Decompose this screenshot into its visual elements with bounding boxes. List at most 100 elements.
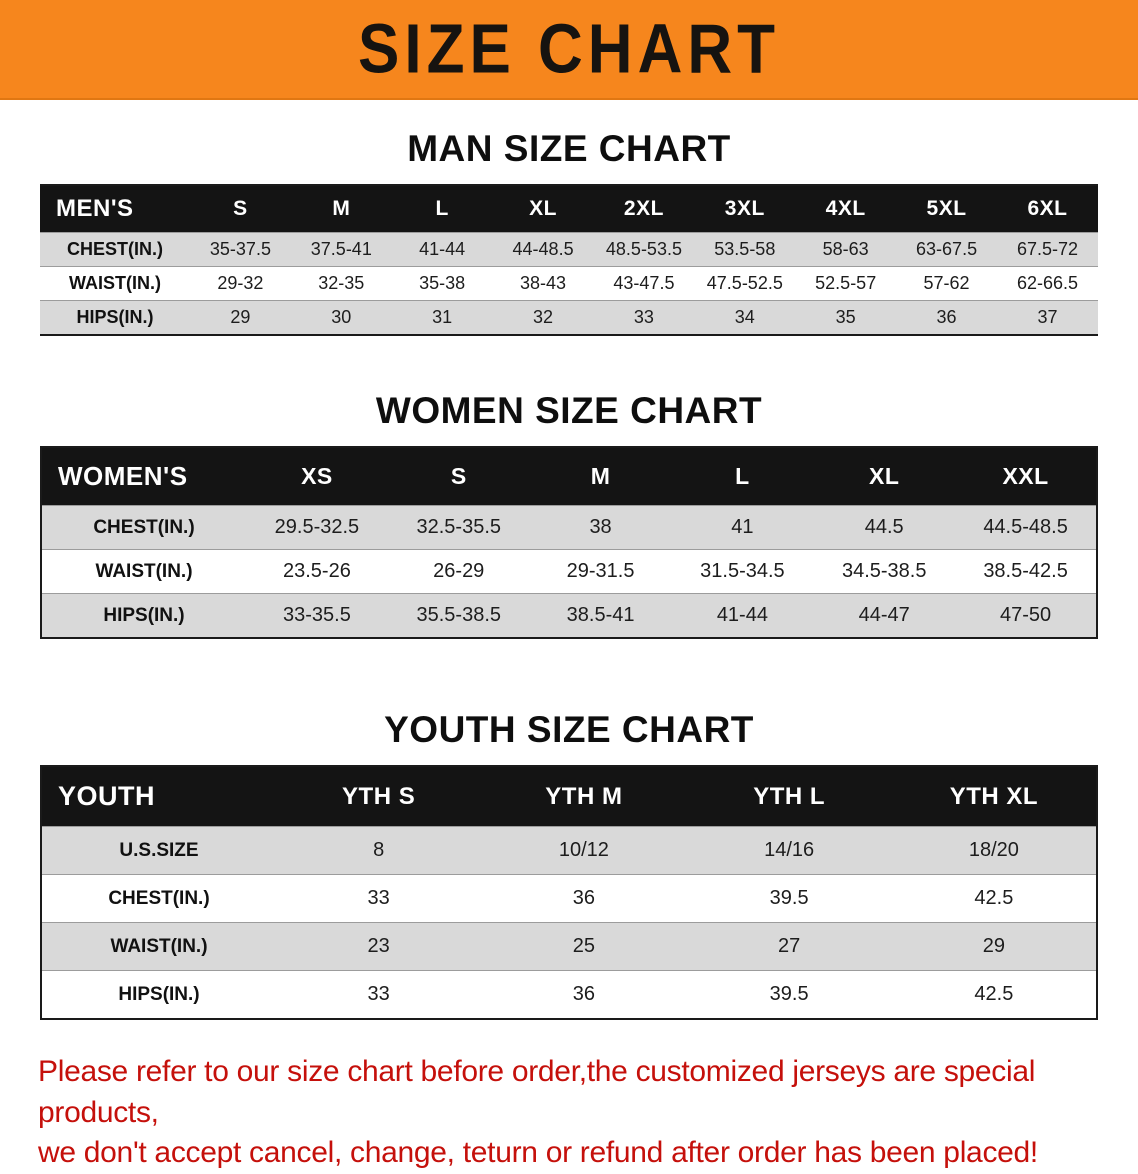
- value-cell: 14/16: [686, 826, 892, 875]
- header-row: MEN'S S M L XL 2XL 3XL 4XL 5XL 6XL: [40, 185, 1098, 233]
- value-cell: 42.5: [891, 874, 1097, 923]
- value-cell: 18/20: [891, 826, 1097, 875]
- table-row: WAIST(IN.) 23.5-26 26-29 29-31.5 31.5-34.5 34…: [41, 549, 1097, 594]
- value-cell: 37.5-41: [290, 232, 392, 267]
- value-cell: 32.5-35.5: [387, 505, 530, 550]
- value-cell: 37: [997, 300, 1098, 335]
- value-cell: 29-31.5: [529, 549, 672, 594]
- value-cell: 39.5: [686, 970, 892, 1019]
- value-cell: 23: [276, 922, 482, 971]
- sections-container: MAN SIZE CHART MEN'S S M L XL 2XL 3XL 4XL 5XL 6XL C…: [0, 128, 1138, 1020]
- value-cell: 53.5-58: [694, 232, 796, 267]
- row-label-cell: WAIST(IN.): [40, 266, 190, 301]
- value-cell: 67.5-72: [997, 232, 1098, 267]
- value-cell: 35-37.5: [190, 232, 291, 267]
- value-cell: 36: [896, 300, 997, 335]
- mens-size-table: MEN'S S M L XL 2XL 3XL 4XL 5XL 6XL CHEST(IN.) 35-37…: [40, 184, 1098, 336]
- mens-heading: MAN SIZE CHART: [407, 128, 731, 169]
- size-header-cell: 2XL: [593, 185, 695, 233]
- table-row: WAIST(IN.) 23 25 27 29: [41, 922, 1097, 971]
- value-cell: 57-62: [896, 266, 997, 301]
- value-cell: 29.5-32.5: [246, 505, 388, 550]
- value-cell: 48.5-53.5: [593, 232, 695, 267]
- value-cell: 52.5-57: [795, 266, 897, 301]
- value-cell: 35.5-38.5: [387, 593, 530, 638]
- value-cell: 41-44: [391, 232, 493, 267]
- womens-section: WOMEN SIZE CHART WOMEN'S XS S M L XL XXL CHEST(I…: [0, 390, 1138, 639]
- value-cell: 33: [276, 874, 482, 923]
- value-cell: 34: [694, 300, 796, 335]
- size-header-cell: M: [529, 447, 672, 506]
- value-cell: 30: [290, 300, 392, 335]
- size-header-cell: 4XL: [795, 185, 897, 233]
- header-row: WOMEN'S XS S M L XL XXL: [41, 447, 1097, 506]
- value-cell: 41: [671, 505, 814, 550]
- notice-line-1: Please refer to our size chart before or…: [38, 1055, 1036, 1129]
- size-header-cell: XL: [813, 447, 956, 506]
- size-header-cell: 5XL: [896, 185, 997, 233]
- value-cell: 32: [492, 300, 594, 335]
- table-title-cell: YOUTH: [41, 766, 276, 827]
- table-row: WAIST(IN.) 29-32 32-35 35-38 38-43 43-47.5 47.…: [40, 266, 1098, 301]
- table-row: HIPS(IN.) 33-35.5 35.5-38.5 38.5-41 41-44 44-…: [41, 593, 1097, 638]
- row-label-cell: HIPS(IN.): [40, 300, 190, 335]
- value-cell: 32-35: [290, 266, 392, 301]
- size-header-cell: XL: [492, 185, 594, 233]
- value-cell: 33-35.5: [246, 593, 388, 638]
- size-header-cell: 3XL: [694, 185, 796, 233]
- value-cell: 38.5-41: [529, 593, 672, 638]
- banner: SIZE CHART: [0, 0, 1138, 100]
- value-cell: 44.5-48.5: [955, 505, 1097, 550]
- value-cell: 10/12: [481, 826, 687, 875]
- notice-line-2: we don't accept cancel, change, teturn o…: [38, 1136, 1038, 1169]
- value-cell: 8: [276, 826, 482, 875]
- value-cell: 27: [686, 922, 892, 971]
- womens-size-table: WOMEN'S XS S M L XL XXL CHEST(IN.) 29.5-32.5 32.5…: [40, 446, 1098, 639]
- table-title-cell: WOMEN'S: [41, 447, 246, 506]
- footer-notice: Please refer to our size chart before or…: [38, 1052, 1100, 1174]
- table-row: HIPS(IN.) 33 36 39.5 42.5: [41, 970, 1097, 1019]
- table-row: CHEST(IN.) 29.5-32.5 32.5-35.5 38 41 44.5 44.5…: [41, 505, 1097, 550]
- value-cell: 38-43: [492, 266, 594, 301]
- size-header-cell: YTH XL: [891, 766, 1097, 827]
- size-header-cell: L: [671, 447, 814, 506]
- table-row: CHEST(IN.) 35-37.5 37.5-41 41-44 44-48.5 48.5…: [40, 232, 1098, 267]
- value-cell: 31.5-34.5: [671, 549, 814, 594]
- size-header-cell: YTH M: [481, 766, 687, 827]
- youth-size-table: YOUTH YTH S YTH M YTH L YTH XL U.S.SIZE 8 10/12…: [40, 765, 1098, 1020]
- size-header-cell: YTH L: [686, 766, 892, 827]
- table-row: HIPS(IN.) 29 30 31 32 33 34 35 36 37: [40, 300, 1098, 335]
- table-row: U.S.SIZE 8 10/12 14/16 18/20: [41, 826, 1097, 875]
- value-cell: 35: [795, 300, 897, 335]
- page-title: SIZE CHART: [358, 10, 780, 88]
- value-cell: 33: [276, 970, 482, 1019]
- value-cell: 44.5: [813, 505, 956, 550]
- row-label-cell: CHEST(IN.): [40, 232, 190, 267]
- youth-heading: YOUTH SIZE CHART: [384, 709, 754, 750]
- row-label-cell: HIPS(IN.): [41, 970, 276, 1019]
- mens-section: MAN SIZE CHART MEN'S S M L XL 2XL 3XL 4XL 5XL 6XL C…: [0, 128, 1138, 336]
- value-cell: 25: [481, 922, 687, 971]
- table-row: CHEST(IN.) 33 36 39.5 42.5: [41, 874, 1097, 923]
- value-cell: 63-67.5: [896, 232, 997, 267]
- value-cell: 26-29: [387, 549, 530, 594]
- row-label-cell: U.S.SIZE: [41, 826, 276, 875]
- womens-heading: WOMEN SIZE CHART: [375, 390, 763, 431]
- value-cell: 44-48.5: [492, 232, 594, 267]
- size-header-cell: 6XL: [997, 185, 1098, 233]
- size-header-cell: L: [391, 185, 493, 233]
- value-cell: 29: [891, 922, 1097, 971]
- value-cell: 38: [529, 505, 672, 550]
- row-label-cell: CHEST(IN.): [41, 505, 246, 550]
- value-cell: 29-32: [190, 266, 291, 301]
- value-cell: 23.5-26: [246, 549, 388, 594]
- value-cell: 34.5-38.5: [813, 549, 956, 594]
- row-label-cell: CHEST(IN.): [41, 874, 276, 923]
- table-title-cell: MEN'S: [40, 185, 190, 233]
- value-cell: 31: [391, 300, 493, 335]
- row-label-cell: WAIST(IN.): [41, 549, 246, 594]
- size-header-cell: S: [387, 447, 530, 506]
- size-header-cell: S: [190, 185, 291, 233]
- value-cell: 35-38: [391, 266, 493, 301]
